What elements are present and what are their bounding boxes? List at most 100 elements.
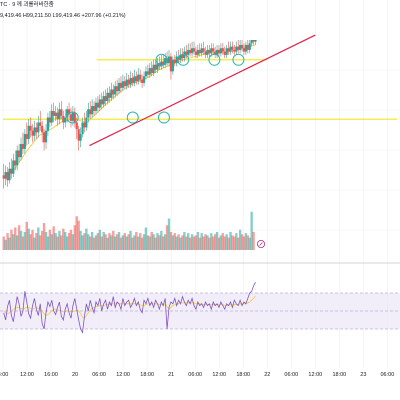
volume-bar-84 (163, 234, 167, 250)
candle-body-36 (71, 112, 75, 121)
candle-body-45 (89, 109, 92, 115)
volume-bar-130 (252, 232, 255, 250)
candle-body-68 (133, 76, 136, 83)
volume-bar-34 (67, 233, 71, 250)
time-axis-label-2: 16:00 (44, 372, 58, 378)
volume-bar-88 (171, 235, 175, 250)
candle-body-90 (175, 56, 178, 64)
candle-body-41 (81, 122, 84, 135)
volume-bar-100 (194, 235, 198, 250)
volume-bar-57 (112, 230, 115, 250)
candle-body-7 (16, 150, 19, 166)
candle-body-38 (75, 122, 78, 130)
candle-body-55 (108, 92, 111, 98)
candle-body-61 (119, 82, 123, 88)
volume-bar-24 (48, 229, 52, 250)
candle-body-99 (192, 48, 196, 52)
candle-body-76 (148, 68, 151, 75)
annotation-circle-1 (126, 111, 139, 124)
volume-bar-104 (202, 236, 205, 250)
candle-body-1 (4, 172, 7, 179)
volume-bar-108 (210, 233, 213, 250)
time-axis-label-4: 06:00 (92, 372, 106, 378)
candle-body-66 (129, 77, 132, 85)
volume-bar-44 (87, 234, 90, 250)
candle-body-84 (164, 58, 167, 65)
candle-body-5 (12, 160, 15, 174)
volume-bar-65 (127, 234, 130, 250)
volume-bar-6 (14, 227, 17, 250)
horizontal-lines[interactable] (3, 59, 397, 120)
volume-bar-77 (150, 232, 153, 250)
candle-body-88 (171, 59, 174, 72)
symbol-title[interactable]: TC · 9 께 괴롤러바한줌 (0, 2, 54, 8)
volume-bar-2 (6, 233, 9, 250)
volume-bar-37 (73, 225, 77, 250)
candle-body-39 (77, 129, 80, 141)
volume-bar-121 (235, 233, 238, 250)
volume-bar-69 (135, 232, 138, 250)
candle-body-14 (29, 125, 32, 131)
candle-body-13 (27, 125, 30, 139)
volume-bar-95 (185, 236, 188, 250)
time-axis-label-9: 12:00 (212, 372, 227, 378)
warning-icon[interactable] (256, 239, 265, 248)
candle-body-121 (235, 46, 238, 52)
volume-bar-106 (206, 235, 209, 250)
candle-body-122 (237, 46, 240, 50)
volume-bar-27 (54, 233, 57, 250)
candle-body-46 (91, 106, 94, 115)
volume-bar-48 (94, 235, 98, 250)
candle-body-70 (137, 74, 140, 82)
trendline-layer[interactable] (89, 34, 316, 147)
candle-body-15 (31, 130, 34, 136)
candle-body-73 (142, 76, 146, 83)
candle-body-51 (100, 99, 103, 105)
volume-bar-93 (181, 235, 184, 250)
candle-body-80 (156, 63, 159, 70)
candle-body-107 (208, 49, 211, 54)
annotation-circle-5 (208, 53, 221, 66)
ohlc-readout: 9,419.46 H99,211.50 L99,419.46 +207.96 (… (0, 12, 126, 21)
volume-bar-8 (17, 225, 21, 250)
candle-body-56 (110, 89, 113, 98)
annotation-circles[interactable] (66, 53, 245, 124)
volume-bar-116 (225, 234, 228, 250)
volume-bar-75 (146, 235, 150, 250)
candle-body-52 (102, 96, 105, 105)
volume-bar-12 (25, 221, 28, 250)
volume-bar-3 (8, 237, 11, 250)
volume-bar-41 (81, 235, 84, 250)
time-axis-label-7: 21 (168, 372, 175, 378)
volume-bar-38 (75, 216, 78, 250)
volume-bar-118 (229, 232, 232, 250)
candle-body-4 (10, 168, 13, 174)
volume-bar-89 (173, 233, 176, 250)
volume-bar-67 (131, 237, 134, 250)
volume-bar-86 (167, 218, 171, 250)
candle-body-114 (221, 48, 224, 52)
candle-body-111 (215, 49, 219, 55)
ohlc-values: 9,419.46 H99,211.50 L99,419.46 +207.96 (… (0, 13, 126, 19)
candle-body-119 (231, 46, 234, 50)
volume-bar-122 (236, 237, 240, 250)
time-axis-label-1: 12:00 (20, 372, 34, 378)
volume-bar-124 (240, 234, 244, 250)
volume-bar-46 (90, 232, 94, 250)
time-axis-label-12: 06:00 (284, 372, 299, 378)
candle-body-112 (217, 49, 221, 54)
volume-bar-35 (69, 229, 73, 250)
candle-body-118 (229, 46, 232, 52)
volume-bar-113 (219, 235, 223, 250)
annotation-circle-0 (66, 111, 79, 124)
volume-bar-59 (115, 234, 119, 250)
volume-bar-91 (177, 234, 180, 250)
volume-bar-78 (152, 234, 155, 250)
time-axis[interactable]: 8:00 12:00 16:00 20 06:00 12:00 18:00 21 06:00 12… (0, 372, 400, 384)
candle-body-125 (242, 48, 246, 52)
volume-bar-31 (62, 228, 65, 250)
volume-bar-120 (233, 236, 236, 250)
candle-body-95 (185, 51, 188, 55)
volume-bar-72 (140, 237, 144, 250)
